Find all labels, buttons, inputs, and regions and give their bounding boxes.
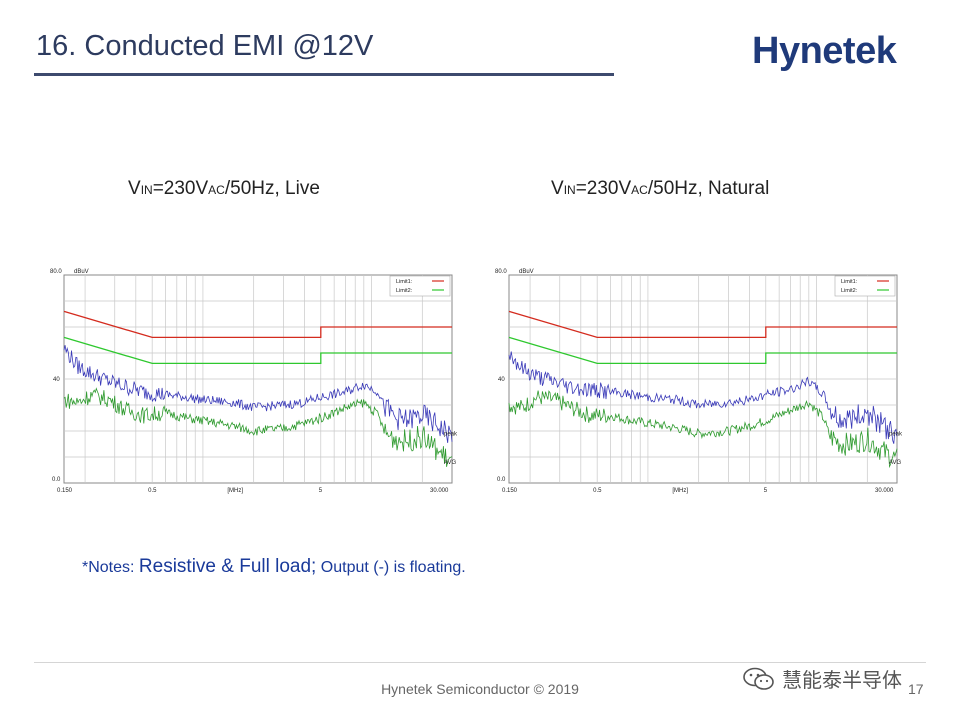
page-number: 17 <box>908 681 924 697</box>
emi-chart-natural: 80.0 dBuV 40 0.0 0.150 0.5 [MHz] 5 30.000 Limit1:… <box>495 269 903 494</box>
watermark-text: 慧能泰半导体 <box>782 668 902 692</box>
end-label-peak: peak <box>889 432 903 438</box>
x-tick-label: 5 <box>319 488 323 494</box>
y-tick-label: 40 <box>498 377 505 383</box>
series-line-peak <box>63 345 453 443</box>
legend-label: Limit1: <box>396 279 413 285</box>
y-axis-unit: dBuV <box>519 269 534 275</box>
end-label-peak: peak <box>444 432 458 438</box>
series-line-limit2 <box>63 336 452 365</box>
y-tick-label: 40 <box>53 377 60 383</box>
title-underline <box>34 73 614 76</box>
hynetek-logo: Hynetek <box>752 30 897 72</box>
x-tick-label: 5 <box>764 488 768 494</box>
legend-label: Limit2: <box>396 288 413 294</box>
x-tick-label: 0.150 <box>502 488 518 494</box>
x-tick-label: 30.000 <box>875 488 894 494</box>
series-line-limit1 <box>63 310 452 339</box>
end-label-avg: AVG <box>444 460 457 466</box>
series-line-limit2 <box>508 336 897 365</box>
y-axis-unit: dBuV <box>74 269 89 275</box>
y-tick-label: 80.0 <box>495 269 507 275</box>
chart-heading-natural: VIN=230VAC/50Hz, Natural <box>551 178 770 199</box>
watermark: 慧能泰半导体 <box>742 664 902 693</box>
legend-label: Limit1: <box>841 279 858 285</box>
x-tick-label: [MHz] <box>672 488 688 494</box>
series-line-avg <box>63 387 453 467</box>
y-tick-label: 0.0 <box>52 477 61 483</box>
series-line-avg <box>508 390 898 469</box>
wechat-icon <box>743 667 774 690</box>
x-tick-label: [MHz] <box>227 488 243 494</box>
y-tick-label: 0.0 <box>497 477 506 483</box>
emi-chart-live: 80.0 dBuV 40 0.0 0.150 0.5 [MHz] 5 30.000 Limit1:… <box>50 269 458 494</box>
page-title: 16. Conducted EMI @12V <box>36 30 374 62</box>
x-tick-label: 0.5 <box>593 488 602 494</box>
x-tick-label: 0.150 <box>57 488 73 494</box>
end-label-avg: AVG <box>889 460 902 466</box>
footer-divider <box>34 662 926 663</box>
series-line-limit1 <box>508 310 897 339</box>
y-tick-label: 80.0 <box>50 269 62 275</box>
footer-copyright: Hynetek Semiconductor © 2019 <box>381 681 579 697</box>
legend-label: Limit2: <box>841 288 858 294</box>
notes-text: *Notes: Resistive & Full load; Output (-… <box>82 556 466 577</box>
x-tick-label: 0.5 <box>148 488 157 494</box>
chart-heading-live: VIN=230VAC/50Hz, Live <box>128 178 320 199</box>
x-tick-label: 30.000 <box>430 488 449 494</box>
series-line-peak <box>508 351 898 444</box>
